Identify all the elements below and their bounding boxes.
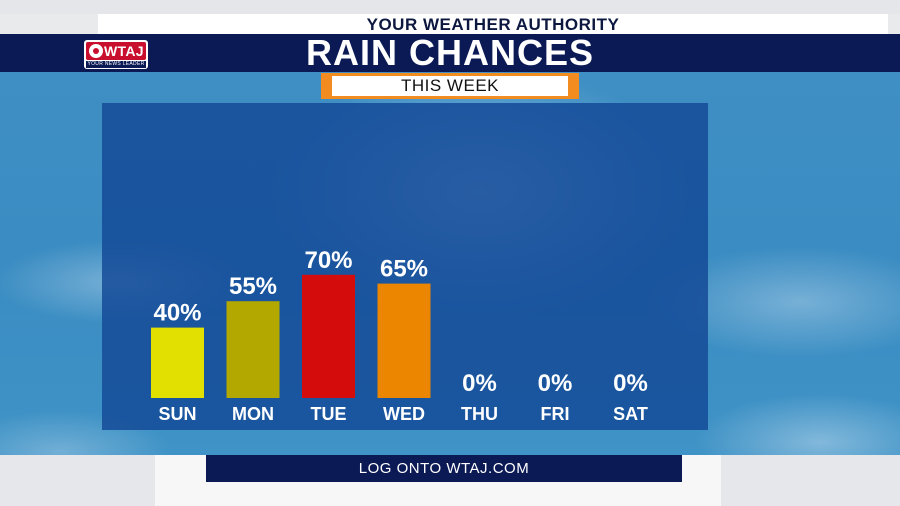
day-label-tue: TUE xyxy=(311,404,347,424)
cbs-eye-icon xyxy=(89,44,103,58)
chart-panel: 40% SUN 55% MON 70% TUE 65% WED 0% THU 0% FRI 0% SAT xyxy=(102,103,708,430)
tagline-bar: YOUR WEATHER AUTHORITY xyxy=(98,14,888,34)
page-title: RAIN CHANCES xyxy=(305,32,594,73)
bar-sun xyxy=(151,327,204,398)
value-label-thu: 0% xyxy=(462,370,497,397)
bar-mon xyxy=(226,301,280,398)
footer-text: LOG ONTO WTAJ.COM xyxy=(358,460,530,477)
value-label-wed: 65% xyxy=(380,256,428,283)
day-label-wed: WED xyxy=(383,404,425,424)
title-bar: RAIN CHANCES xyxy=(0,34,900,72)
value-label-fri: 0% xyxy=(538,370,573,397)
value-label-sat: 0% xyxy=(613,370,648,397)
logo-sub: YOUR NEWS LEADER xyxy=(86,61,146,68)
subtitle-inner: THIS WEEK xyxy=(332,76,568,96)
bar-tue xyxy=(302,274,355,398)
day-label-sun: SUN xyxy=(158,404,196,424)
logo-top: WTAJ xyxy=(86,42,146,60)
day-label-mon: MON xyxy=(232,404,274,424)
footer-bar: LOG ONTO WTAJ.COM xyxy=(206,455,682,482)
day-label-sat: SAT xyxy=(613,404,648,424)
value-label-sun: 40% xyxy=(153,300,201,327)
day-label-fri: FRI xyxy=(541,404,570,424)
tagline: YOUR WEATHER AUTHORITY xyxy=(366,15,620,34)
value-label-tue: 70% xyxy=(304,247,352,274)
station-logo: WTAJ YOUR NEWS LEADER xyxy=(84,40,148,69)
logo-name: WTAJ xyxy=(104,43,144,59)
subtitle: THIS WEEK xyxy=(400,76,499,95)
bar-wed xyxy=(377,283,431,398)
top-strip xyxy=(0,0,900,14)
value-label-mon: 55% xyxy=(229,273,277,300)
bar-chart: 40% SUN 55% MON 70% TUE 65% WED 0% THU 0% FRI 0% SAT xyxy=(151,247,648,424)
subtitle-box: THIS WEEK xyxy=(321,73,579,99)
day-label-thu: THU xyxy=(461,404,498,424)
